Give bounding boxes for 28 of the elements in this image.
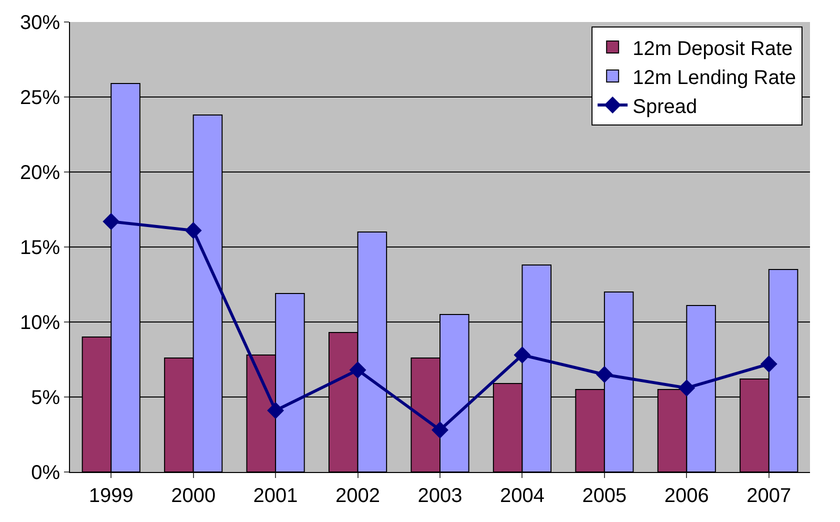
x-tick-label: 2006 — [664, 485, 709, 507]
y-tick-label: 0% — [31, 462, 60, 484]
x-tick-label: 2003 — [418, 485, 462, 507]
legend-label: 12m Deposit Rate — [632, 38, 793, 60]
x-tick-label: 2004 — [500, 485, 544, 507]
point — [678, 380, 696, 396]
x-tick-label: 2001 — [253, 485, 298, 507]
point — [267, 402, 284, 419]
x-tick-label: 2007 — [746, 485, 792, 507]
x-tick-label: 2005 — [582, 485, 627, 507]
point — [349, 362, 366, 378]
y-tick-label: 15% — [20, 237, 60, 259]
point — [760, 356, 778, 372]
point — [514, 346, 531, 364]
point — [102, 213, 120, 230]
y-tick-label: 30% — [20, 12, 60, 34]
x-tick-label: 2000 — [171, 485, 216, 507]
point — [432, 422, 448, 438]
x-tick-label: 1999 — [88, 485, 134, 507]
legend-label: Spread — [632, 96, 698, 118]
point — [596, 366, 613, 383]
y-tick-label: 25% — [20, 87, 60, 109]
x-tick-label: 2002 — [336, 485, 380, 507]
legend-label: 12m Lending Rate — [632, 66, 796, 89]
point — [184, 222, 202, 239]
y-tick-label: 20% — [20, 162, 60, 184]
y-tick-label: 5% — [31, 387, 60, 409]
y-tick-label: 10% — [20, 312, 60, 334]
